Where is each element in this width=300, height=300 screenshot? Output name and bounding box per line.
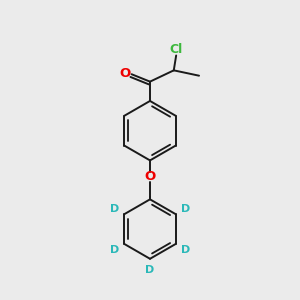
Text: D: D [181,204,190,214]
Text: D: D [181,244,190,255]
Text: Cl: Cl [169,43,183,56]
Text: O: O [144,170,156,183]
Text: D: D [146,265,154,275]
Text: D: D [110,204,119,214]
Text: D: D [110,244,119,255]
Text: O: O [119,67,131,80]
